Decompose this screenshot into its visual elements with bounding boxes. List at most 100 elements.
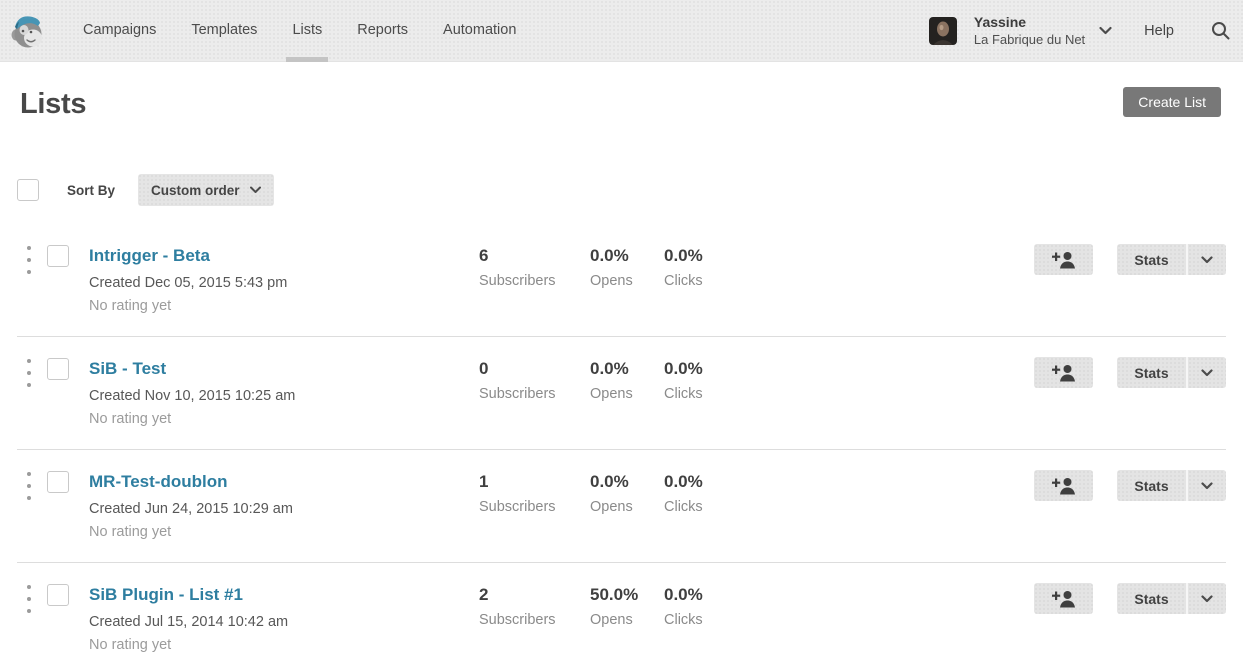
- list-row: SiB - Test Created Nov 10, 2015 10:25 am…: [17, 337, 1226, 450]
- nav-item-campaigns[interactable]: Campaigns: [83, 21, 157, 38]
- row-actions: Stats: [1034, 357, 1226, 388]
- main-nav: Campaigns Templates Lists Reports Automa…: [83, 0, 551, 62]
- add-subscriber-button[interactable]: [1034, 470, 1093, 501]
- top-nav-bar: Campaigns Templates Lists Reports Automa…: [0, 0, 1243, 62]
- add-user-icon: [1051, 590, 1075, 607]
- list-info: SiB Plugin - List #1 Created Jul 15, 201…: [89, 583, 479, 657]
- chevron-down-icon: [1201, 481, 1213, 489]
- stats-split-button: Stats: [1117, 470, 1226, 501]
- add-user-icon: [1051, 364, 1075, 381]
- create-list-button[interactable]: Create List: [1123, 87, 1221, 117]
- stats-dropdown-button[interactable]: [1186, 470, 1226, 501]
- list-name-link[interactable]: SiB Plugin - List #1: [89, 585, 243, 604]
- stats-button[interactable]: Stats: [1117, 357, 1186, 388]
- row-actions: Stats: [1034, 244, 1226, 275]
- add-subscriber-button[interactable]: [1034, 244, 1093, 275]
- clicks-value: 0.0%: [664, 585, 703, 604]
- stats-button[interactable]: Stats: [1117, 244, 1186, 275]
- account-menu[interactable]: Yassine La Fabrique du Net: [974, 13, 1085, 48]
- list-created-date: Created Nov 10, 2015 10:25 am: [89, 388, 296, 404]
- clicks-stat: 0.0% Clicks: [664, 244, 754, 289]
- opens-stat: 0.0% Opens: [590, 244, 664, 289]
- opens-label: Opens: [590, 612, 633, 628]
- subscribers-label: Subscribers: [479, 273, 556, 289]
- list-name-link[interactable]: MR-Test-doublon: [89, 472, 228, 491]
- stats-dropdown-button[interactable]: [1186, 583, 1226, 614]
- nav-item-automation[interactable]: Automation: [443, 21, 517, 38]
- stats-button[interactable]: Stats: [1117, 583, 1186, 614]
- avatar[interactable]: [928, 16, 957, 45]
- add-subscriber-button[interactable]: [1034, 357, 1093, 388]
- opens-value: 0.0%: [590, 472, 629, 491]
- list-row: Intrigger - Beta Created Dec 05, 2015 5:…: [17, 224, 1226, 337]
- opens-stat: 0.0% Opens: [590, 470, 664, 515]
- drag-handle-icon[interactable]: [24, 246, 34, 274]
- subscribers-stat: 2 Subscribers: [479, 583, 590, 628]
- subscribers-stat: 6 Subscribers: [479, 244, 590, 289]
- subscribers-label: Subscribers: [479, 499, 556, 515]
- search-icon[interactable]: [1211, 21, 1230, 40]
- sort-order-dropdown[interactable]: Custom order: [138, 174, 274, 206]
- list-name-link[interactable]: Intrigger - Beta: [89, 246, 210, 265]
- clicks-stat: 0.0% Clicks: [664, 583, 754, 628]
- stats-button[interactable]: Stats: [1117, 470, 1186, 501]
- subscribers-count: 1: [479, 472, 489, 491]
- list-name-link[interactable]: SiB - Test: [89, 359, 167, 378]
- stats-dropdown-button[interactable]: [1186, 357, 1226, 388]
- opens-label: Opens: [590, 386, 633, 402]
- list-row: SiB Plugin - List #1 Created Jul 15, 201…: [17, 563, 1226, 669]
- opens-value: 50.0%: [590, 585, 639, 604]
- freddie-icon: [11, 15, 42, 47]
- drag-handle-icon[interactable]: [24, 359, 34, 387]
- list-row: MR-Test-doublon Created Jun 24, 2015 10:…: [17, 450, 1226, 563]
- chevron-down-icon: [1201, 368, 1213, 376]
- stats-dropdown-button[interactable]: [1186, 244, 1226, 275]
- row-actions: Stats: [1034, 470, 1226, 501]
- avatar-photo: [928, 16, 957, 45]
- list-rating: No rating yet: [89, 411, 172, 427]
- clicks-label: Clicks: [664, 612, 703, 628]
- clicks-label: Clicks: [664, 386, 703, 402]
- sort-order-value: Custom order: [151, 182, 240, 198]
- account-chevron-down-icon[interactable]: [1099, 26, 1112, 35]
- list-toolbar: Sort By Custom order: [17, 174, 1226, 206]
- nav-item-lists[interactable]: Lists: [286, 0, 329, 62]
- list-created-date: Created Dec 05, 2015 5:43 pm: [89, 275, 288, 291]
- row-checkbox[interactable]: [47, 358, 69, 380]
- stats-split-button: Stats: [1117, 357, 1226, 388]
- drag-handle-icon[interactable]: [24, 585, 34, 613]
- subscribers-label: Subscribers: [479, 612, 556, 628]
- nav-item-templates[interactable]: Templates: [191, 21, 258, 38]
- list-created-date: Created Jul 15, 2014 10:42 am: [89, 614, 289, 630]
- help-link[interactable]: Help: [1144, 22, 1174, 39]
- row-checkbox[interactable]: [47, 245, 69, 267]
- row-checkbox[interactable]: [47, 584, 69, 606]
- list-info: MR-Test-doublon Created Jun 24, 2015 10:…: [89, 470, 479, 544]
- account-name: Yassine: [973, 14, 1027, 30]
- mailchimp-logo[interactable]: [8, 9, 46, 53]
- list-rating: No rating yet: [89, 637, 172, 653]
- clicks-label: Clicks: [664, 273, 703, 289]
- opens-stat: 50.0% Opens: [590, 583, 664, 628]
- select-all-checkbox[interactable]: [17, 179, 39, 201]
- subscribers-stat: 1 Subscribers: [479, 470, 590, 515]
- add-subscriber-button[interactable]: [1034, 583, 1093, 614]
- opens-label: Opens: [590, 499, 633, 515]
- sort-by-label: Sort By: [67, 182, 116, 198]
- chevron-down-icon: [1201, 594, 1213, 602]
- list-rows: Intrigger - Beta Created Dec 05, 2015 5:…: [17, 224, 1226, 669]
- chevron-down-icon: [249, 186, 261, 194]
- opens-label: Opens: [590, 273, 633, 289]
- row-checkbox[interactable]: [47, 471, 69, 493]
- opens-stat: 0.0% Opens: [590, 357, 664, 402]
- clicks-stat: 0.0% Clicks: [664, 357, 754, 402]
- subscribers-count: 6: [479, 246, 489, 265]
- drag-handle-icon[interactable]: [24, 472, 34, 500]
- stats-split-button: Stats: [1117, 583, 1226, 614]
- nav-item-reports[interactable]: Reports: [357, 21, 409, 38]
- clicks-stat: 0.0% Clicks: [664, 470, 754, 515]
- subscribers-label: Subscribers: [479, 386, 556, 402]
- clicks-value: 0.0%: [664, 246, 703, 265]
- list-info: SiB - Test Created Nov 10, 2015 10:25 am…: [89, 357, 479, 431]
- stats-split-button: Stats: [1117, 244, 1226, 275]
